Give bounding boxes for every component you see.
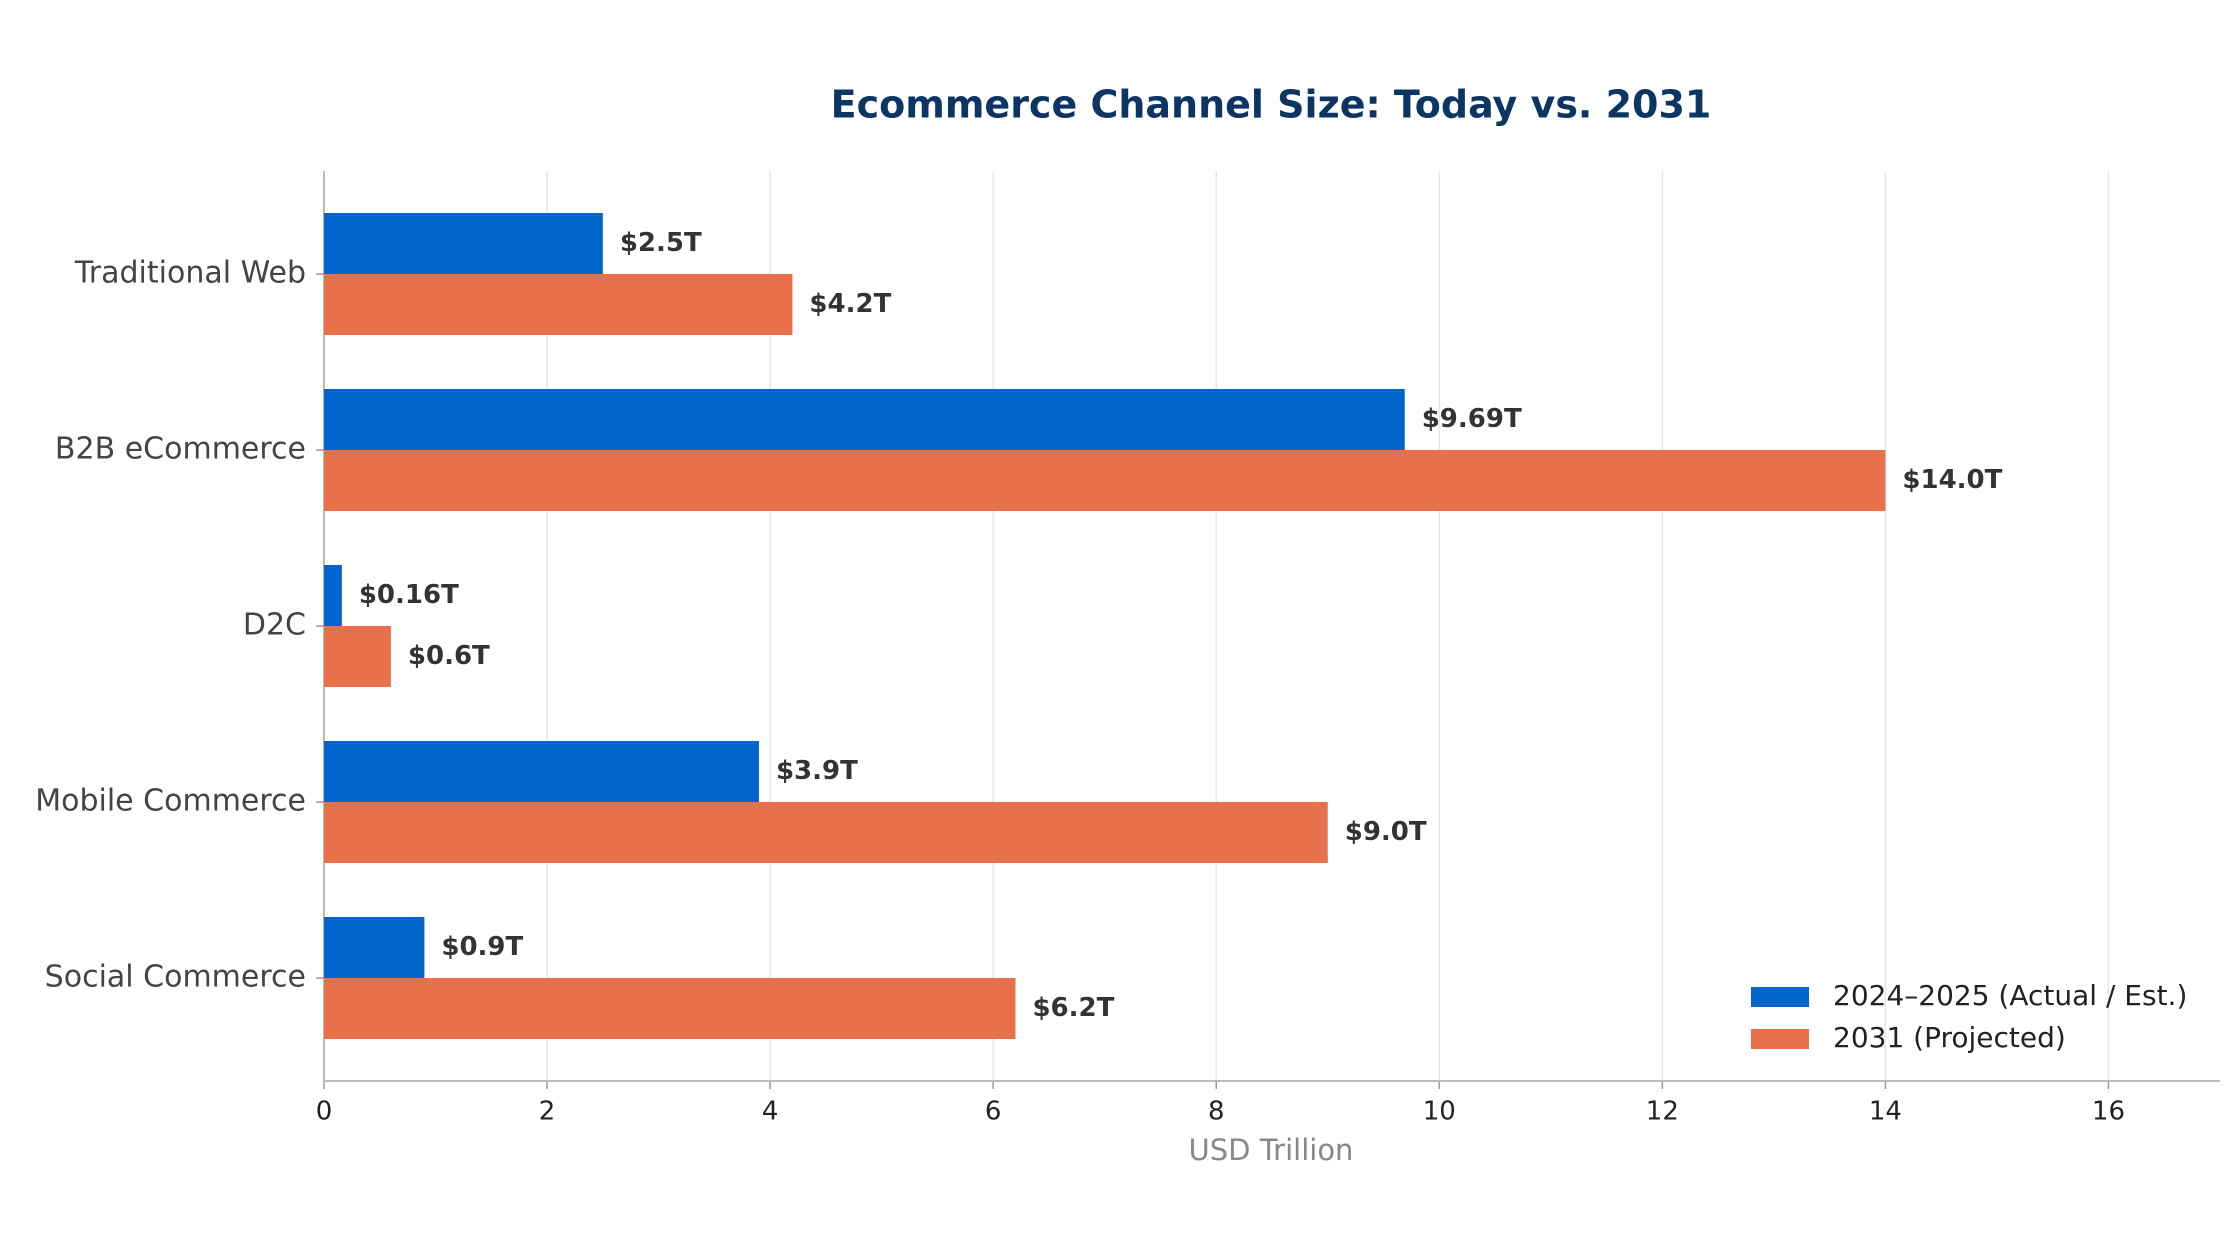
y-tick-label: Social Commerce (45, 960, 306, 995)
legend-swatch (1751, 1029, 1809, 1049)
bar (324, 802, 1328, 863)
x-tick-label: 16 (2092, 1097, 2125, 1127)
bar (324, 741, 759, 802)
x-axis-label: USD Trillion (1189, 1133, 1354, 1167)
value-label: $6.2T (1032, 993, 1114, 1023)
value-label: $9.69T (1422, 404, 1522, 434)
value-label: $9.0T (1345, 817, 1427, 847)
x-tick-label: 10 (1423, 1097, 1456, 1127)
y-tick-label: Traditional Web (74, 256, 306, 291)
bar (324, 978, 1016, 1039)
y-tick-label: Mobile Commerce (35, 784, 306, 819)
value-label: $3.9T (776, 756, 858, 786)
value-label: $0.16T (359, 580, 459, 610)
chart-title: Ecommerce Channel Size: Today vs. 2031 (831, 83, 1712, 127)
y-tick-label: B2B eCommerce (55, 432, 306, 467)
x-tick-label: 6 (985, 1097, 1002, 1127)
x-tick-label: 12 (1646, 1097, 1679, 1127)
value-label: $0.6T (408, 641, 490, 671)
bar (324, 626, 391, 687)
bar (324, 274, 793, 335)
x-tick-label: 14 (1869, 1097, 1902, 1127)
x-tick-label: 4 (762, 1097, 779, 1127)
value-label: $2.5T (620, 228, 702, 258)
legend-label: 2031 (Projected) (1833, 1021, 2066, 1054)
bar (324, 450, 1886, 511)
legend-swatch (1751, 987, 1809, 1007)
legend-label: 2024–2025 (Actual / Est.) (1833, 979, 2187, 1012)
value-label: $0.9T (441, 932, 523, 962)
bar (324, 565, 342, 626)
x-tick-label: 2 (539, 1097, 556, 1127)
value-label: $4.2T (809, 289, 891, 319)
y-tick-label: D2C (243, 608, 306, 643)
value-label: $14.0T (1902, 465, 2002, 495)
x-tick-label: 8 (1208, 1097, 1225, 1127)
bar (324, 389, 1405, 450)
bar (324, 917, 425, 978)
x-tick-label: 0 (316, 1097, 333, 1127)
bar (324, 213, 603, 274)
